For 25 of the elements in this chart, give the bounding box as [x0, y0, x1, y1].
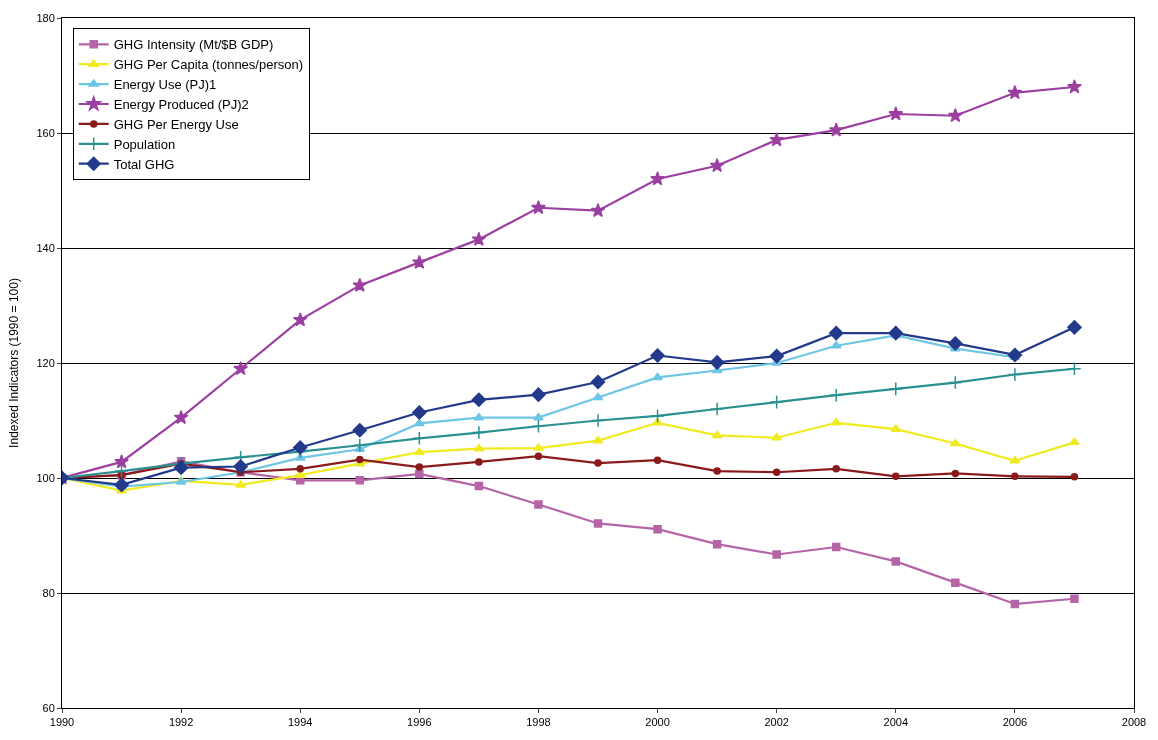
x-tick-label: 2006	[1002, 716, 1028, 729]
x-tick-label: 2000	[645, 716, 670, 729]
x-tick-label: 1994	[287, 716, 313, 729]
legend-label: Energy Use (PJ)1	[113, 77, 217, 93]
x-tick-label: 2008	[1121, 716, 1147, 729]
y-tick-label: 140	[36, 241, 55, 254]
x-tick-label: 1990	[49, 716, 75, 729]
legend-label: Energy Produced (PJ)2	[113, 97, 249, 113]
x-tick-label: 1998	[526, 716, 551, 729]
y-tick-label: 80	[42, 586, 55, 599]
y-tick-label: 180	[36, 11, 55, 24]
y-tick-label: 160	[36, 126, 55, 139]
x-tick-label: 1996	[407, 716, 432, 729]
x-tick-label: 2002	[764, 716, 789, 729]
y-tick-label: 60	[42, 701, 55, 714]
legend-label: GHG Intensity (Mt/$B GDP)	[113, 37, 274, 53]
legend-label: GHG Per Energy Use	[113, 116, 239, 132]
legend-label: Population	[113, 136, 176, 152]
legend-label: Total GHG	[113, 156, 175, 172]
x-tick-label: 2004	[883, 716, 909, 729]
y-axis-title: Indexed Indicators (1990 = 100)	[6, 278, 21, 448]
legend-label: GHG Per Capita (tonnes/person)	[113, 57, 304, 73]
x-tick-label: 1992	[168, 716, 194, 729]
y-tick-label: 100	[36, 471, 55, 484]
y-tick-label: 120	[36, 356, 55, 369]
